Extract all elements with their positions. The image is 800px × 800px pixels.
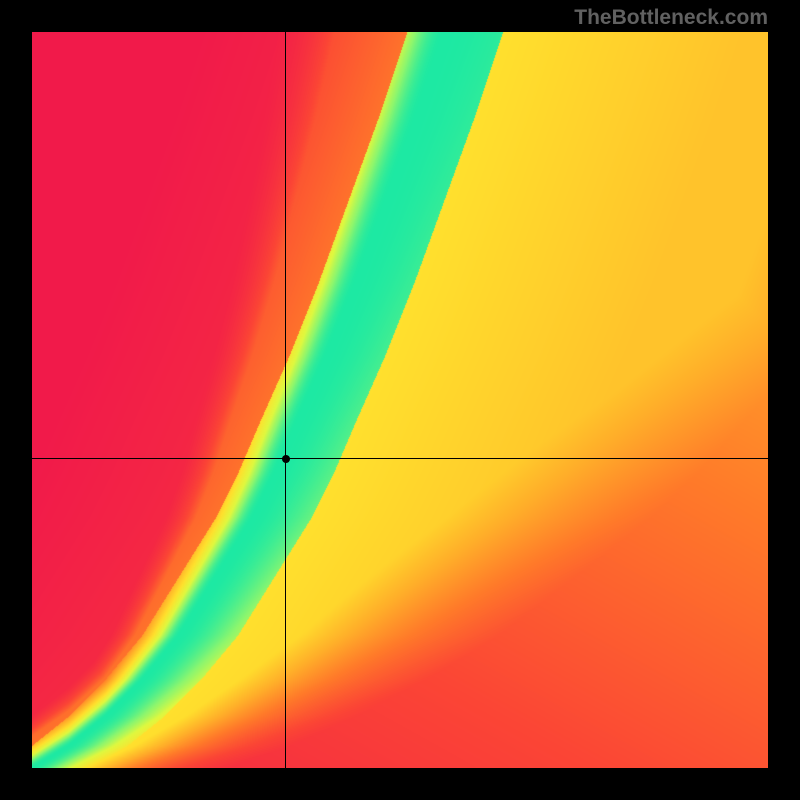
watermark-text: TheBottleneck.com xyxy=(574,6,768,30)
crosshair-vertical xyxy=(285,32,286,768)
heatmap-canvas xyxy=(32,32,768,768)
heatmap-plot xyxy=(32,32,768,768)
crosshair-horizontal xyxy=(32,458,768,459)
data-point-marker xyxy=(282,455,290,463)
